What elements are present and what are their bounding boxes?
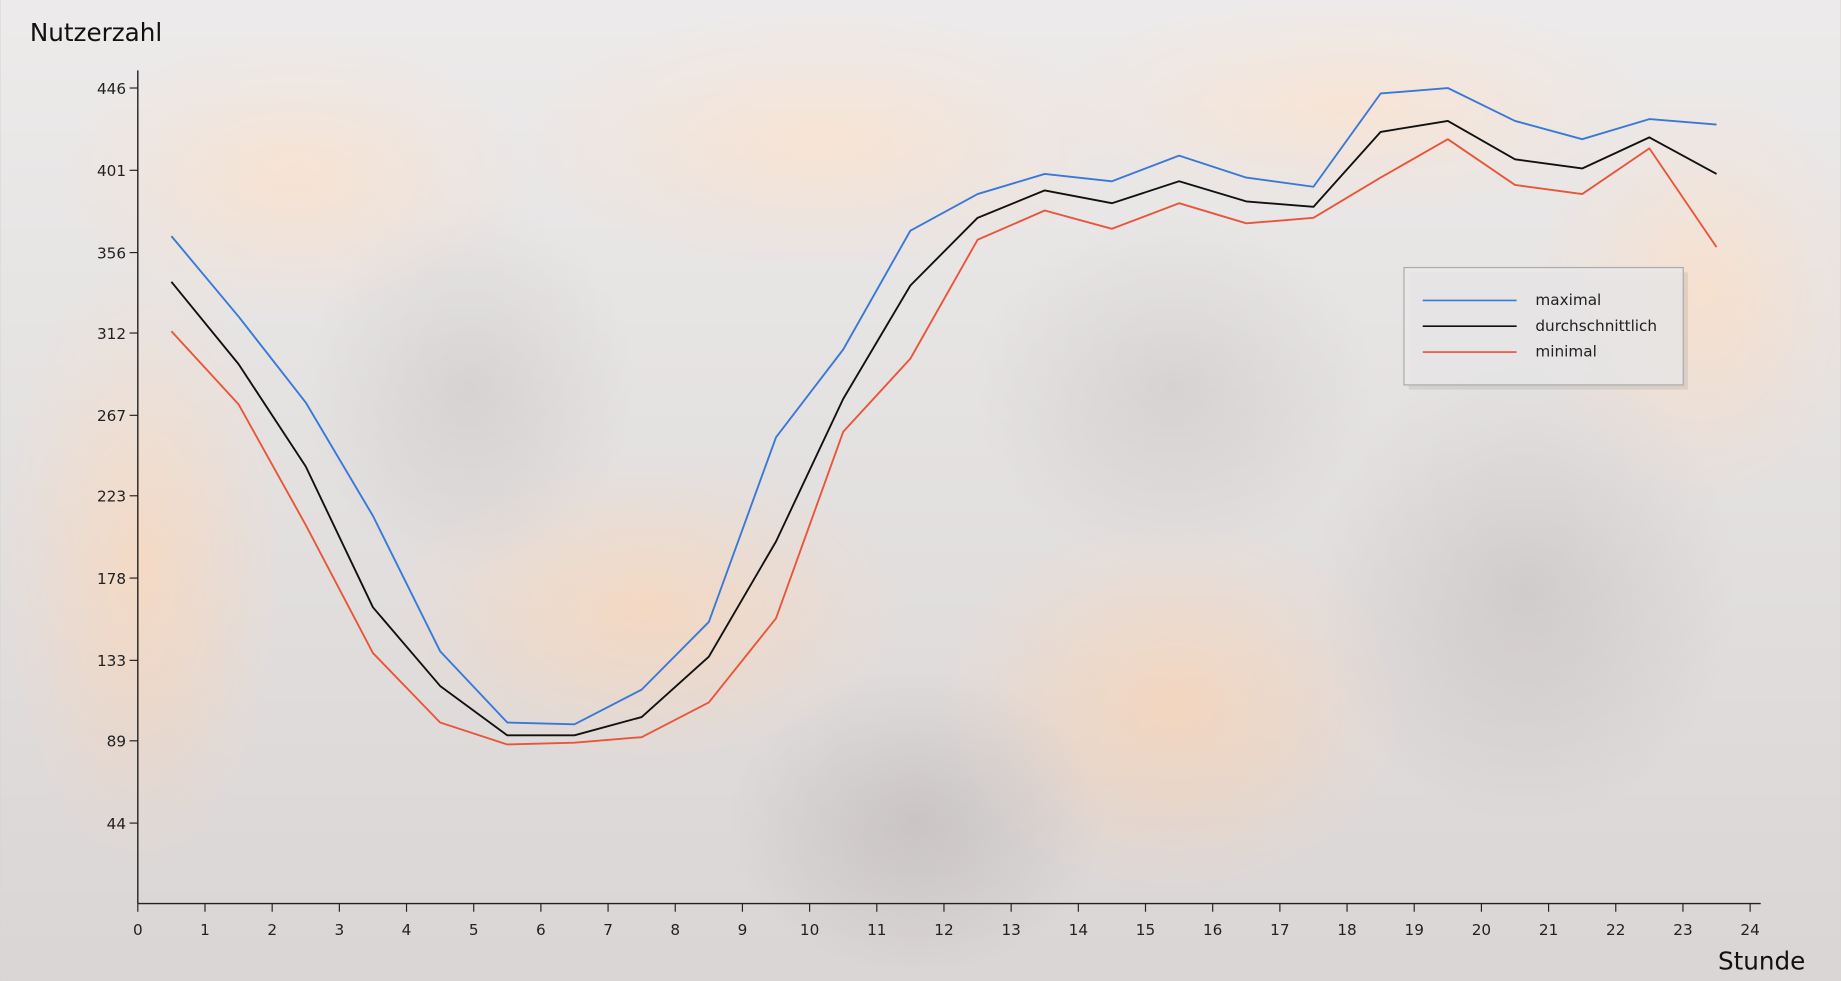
y-tick-label: 89 xyxy=(107,733,126,751)
y-tick-label: 312 xyxy=(97,325,126,343)
x-tick-label: 5 xyxy=(469,921,479,939)
y-tick-label: 356 xyxy=(97,244,126,262)
x-tick-label: 0 xyxy=(133,921,143,939)
legend-label: minimal xyxy=(1535,343,1596,361)
y-tick-label: 133 xyxy=(97,652,126,670)
y-tick-label: 44 xyxy=(107,815,126,833)
x-tick-label: 22 xyxy=(1606,921,1625,939)
y-tick-label: 446 xyxy=(97,80,126,98)
x-tick-label: 21 xyxy=(1539,921,1558,939)
x-tick-label: 13 xyxy=(1001,921,1020,939)
y-tick-label: 267 xyxy=(97,407,126,425)
legend-label: maximal xyxy=(1535,291,1601,309)
x-axis-title: Stunde xyxy=(1718,946,1805,975)
x-tick-label: 20 xyxy=(1472,921,1491,939)
x-tick-label: 19 xyxy=(1405,921,1424,939)
x-tick-label: 2 xyxy=(267,921,277,939)
x-tick-label: 15 xyxy=(1136,921,1155,939)
x-tick-label: 10 xyxy=(800,921,819,939)
x-tick-label: 3 xyxy=(334,921,344,939)
y-tick-label: 401 xyxy=(97,162,126,180)
background xyxy=(1,0,1841,981)
x-tick-label: 11 xyxy=(867,921,886,939)
x-tick-label: 16 xyxy=(1203,921,1222,939)
legend: maximal durchschnittlich minimal xyxy=(1404,268,1688,390)
x-tick-label: 8 xyxy=(670,921,680,939)
x-tick-label: 17 xyxy=(1270,921,1289,939)
x-tick-label: 23 xyxy=(1673,921,1692,939)
y-tick-label: 223 xyxy=(97,488,126,506)
x-tick-label: 4 xyxy=(402,921,412,939)
x-tick-label: 6 xyxy=(536,921,546,939)
y-axis-title: Nutzerzahl xyxy=(30,18,162,47)
x-tick-label: 9 xyxy=(738,921,748,939)
chart: Nutzerzahl Stunde 4489133178223267312356… xyxy=(0,0,1841,981)
x-tick-label: 18 xyxy=(1337,921,1356,939)
legend-label: durchschnittlich xyxy=(1535,317,1657,335)
y-tick-label: 178 xyxy=(97,570,126,588)
x-tick-label: 7 xyxy=(603,921,613,939)
x-tick-label: 1 xyxy=(200,921,210,939)
x-tick-label: 14 xyxy=(1069,921,1088,939)
x-tick-label: 24 xyxy=(1740,921,1759,939)
x-tick-label: 12 xyxy=(934,921,953,939)
